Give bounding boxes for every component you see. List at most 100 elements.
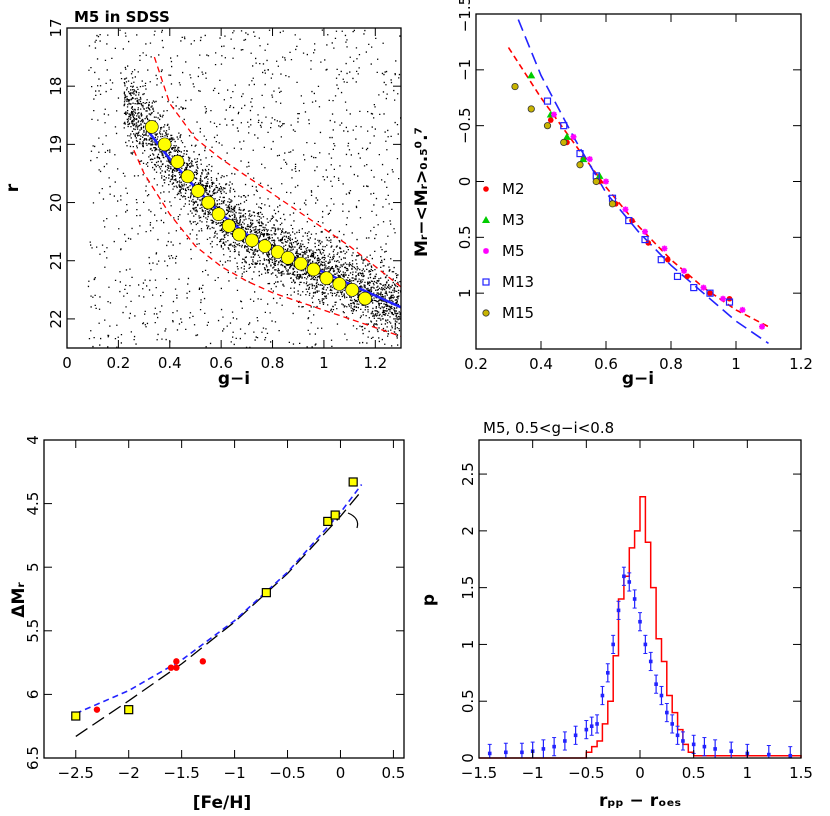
point-m5 bbox=[642, 228, 648, 235]
point-m2 bbox=[664, 256, 671, 263]
point-m5 bbox=[622, 206, 629, 213]
errorbar-point bbox=[584, 727, 589, 732]
point-m15 bbox=[576, 161, 584, 169]
point-m3 bbox=[579, 155, 588, 163]
panel-metallicity-frame bbox=[43, 439, 405, 759]
point-m5 bbox=[603, 178, 609, 185]
point-m13 bbox=[576, 149, 584, 158]
y-tick-label: 0 bbox=[459, 753, 477, 763]
errorbar-point bbox=[487, 751, 492, 756]
y-tick-label: 1.5 bbox=[459, 576, 477, 600]
errorbar-point bbox=[670, 722, 674, 726]
errorbar-point bbox=[616, 608, 621, 613]
legend-marker-m3 bbox=[482, 216, 490, 223]
x-tick-label: 0.5 bbox=[381, 764, 405, 782]
y-tick-label: 18 bbox=[47, 77, 65, 96]
x-tick-label: 1 bbox=[743, 764, 753, 782]
errorbar-point bbox=[552, 744, 556, 749]
ticks: −1.5 −1 −0.5 0 0.5 1 1.5 0 0.5 1 1.5 2 2.5 bbox=[459, 440, 813, 782]
ridge-point bbox=[144, 120, 159, 134]
point-m5 bbox=[739, 306, 746, 313]
point-m5 bbox=[661, 245, 668, 252]
y-tick-label: 0.5 bbox=[456, 225, 474, 249]
errorbar-point bbox=[622, 574, 626, 579]
fit-red-curve bbox=[507, 47, 769, 328]
x-tick-label: −1 bbox=[224, 764, 246, 782]
ticks: 0 0.2 0.4 0.6 0.8 1 1.2 17 18 19 20 21 22 bbox=[47, 18, 401, 372]
errorbar-point bbox=[691, 742, 696, 747]
y-tick-label: 0.5 bbox=[459, 689, 477, 713]
errorbar-point bbox=[520, 750, 524, 755]
point-m15 bbox=[527, 105, 535, 113]
y-tick-label: −1.5 bbox=[456, 0, 474, 32]
yellow-square bbox=[71, 711, 81, 721]
x-tick-label: 1.2 bbox=[363, 354, 387, 372]
ridge-point bbox=[258, 239, 272, 253]
panel-cmd-ylabel: r bbox=[3, 183, 23, 192]
y-tick-label: 4 bbox=[24, 435, 42, 445]
envelope-lower bbox=[133, 149, 402, 338]
panel-metallicity: −2.5 −2 −1.5 −1 −0.5 0 0.544.555.566.5 [Fe/H] … bbox=[9, 435, 405, 813]
red-dot bbox=[167, 664, 175, 671]
panel-cmd: 0 0.2 0.4 0.6 0.8 1 1.2 17 18 19 20 21 22 M5 in SDSS… bbox=[3, 8, 402, 389]
ridge-points bbox=[144, 120, 372, 306]
panel-normalized-xlabel: g−i bbox=[622, 369, 654, 389]
x-tick-label: 0.6 bbox=[209, 354, 233, 372]
legend-label-m5: M5 bbox=[502, 242, 525, 260]
x-tick-label: −2.5 bbox=[58, 764, 94, 782]
ridge-point bbox=[157, 137, 172, 152]
panel-histogram-ylabel: p bbox=[419, 594, 439, 606]
x-tick-label: 0.4 bbox=[529, 355, 553, 373]
y-tick-label: 0 bbox=[456, 177, 474, 187]
errorbar-point bbox=[767, 752, 771, 757]
legend: M2 M3 M5 M13 M15 bbox=[482, 180, 534, 322]
panel-normalized-background bbox=[476, 14, 801, 349]
ridge-point bbox=[270, 245, 285, 259]
ridge-point bbox=[306, 262, 321, 277]
red-dot bbox=[173, 664, 180, 671]
x-tick-label: 0.4 bbox=[158, 354, 182, 372]
point-m3 bbox=[527, 71, 536, 79]
ridge-point bbox=[245, 233, 259, 248]
y-tick-label: 2.5 bbox=[459, 462, 477, 486]
legend-label-m13: M13 bbox=[502, 273, 534, 291]
errorbar-point bbox=[595, 722, 599, 726]
yellow-square bbox=[323, 516, 333, 527]
point-m15 bbox=[592, 177, 600, 186]
point-m5 bbox=[720, 295, 726, 302]
x-tick-label: 1 bbox=[731, 355, 741, 373]
errorbar-point bbox=[589, 724, 594, 728]
errorbar-point bbox=[600, 693, 605, 698]
errorbar-point bbox=[648, 659, 653, 664]
panel-histogram-title: M5, 0.5<g−i<0.8 bbox=[483, 419, 614, 437]
errorbar-point bbox=[665, 710, 669, 715]
point-m5 bbox=[551, 111, 557, 118]
legend-label-m2: M2 bbox=[502, 180, 525, 198]
fit-curves bbox=[75, 484, 363, 737]
point-m5 bbox=[759, 323, 765, 330]
x-tick-label: −0.5 bbox=[269, 764, 305, 782]
errorbar-point bbox=[654, 682, 658, 686]
cluster-points bbox=[511, 71, 765, 330]
envelope-lines bbox=[133, 56, 402, 338]
errorbar-point bbox=[675, 733, 680, 738]
errorbar-point bbox=[643, 642, 648, 647]
errorbar-points bbox=[487, 566, 793, 759]
point-m2 bbox=[547, 117, 554, 123]
arrow-mark bbox=[347, 512, 359, 529]
point-m13 bbox=[560, 122, 568, 130]
errorbar-point bbox=[606, 671, 610, 675]
y-tick-label: 19 bbox=[47, 135, 65, 154]
x-tick-label: 0.2 bbox=[464, 355, 488, 373]
ridge-point bbox=[170, 155, 185, 169]
errorbar-point bbox=[573, 733, 578, 738]
envelope-upper bbox=[153, 56, 402, 288]
ridge-point bbox=[319, 271, 334, 285]
errorbar-point bbox=[627, 580, 632, 584]
errorbar-point bbox=[611, 642, 615, 647]
x-tick-label: 0.2 bbox=[106, 354, 130, 372]
errorbar-point bbox=[788, 753, 793, 758]
errorbar-point bbox=[504, 750, 508, 755]
errorbar-point bbox=[702, 744, 707, 749]
